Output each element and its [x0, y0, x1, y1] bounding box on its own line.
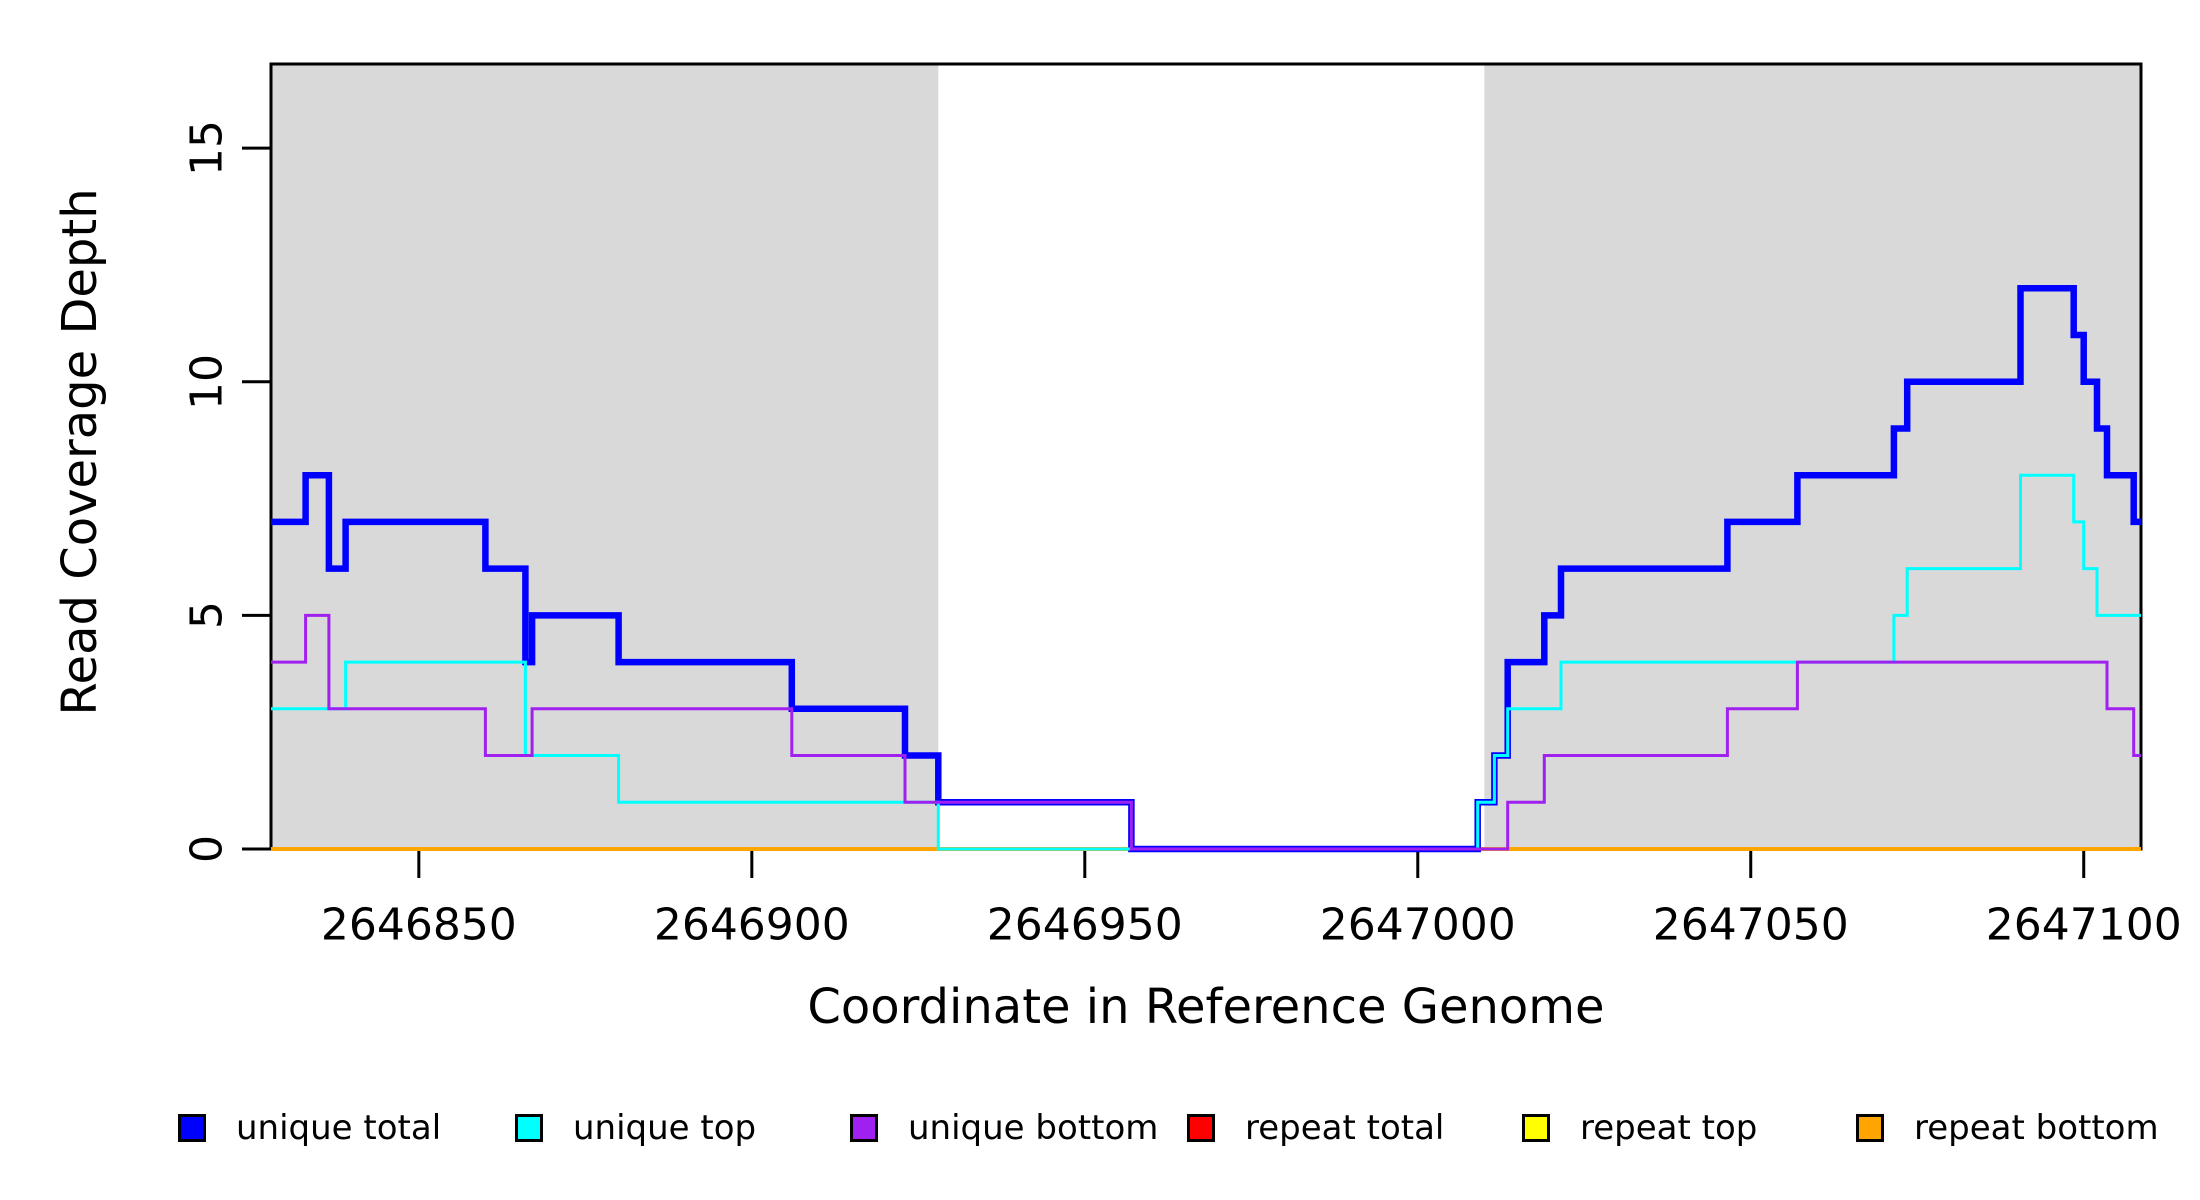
x-tick-label: 2646850 [320, 899, 517, 951]
series-unique-top [271, 473, 2141, 851]
legend-item-unique-bottom: unique bottom [850, 1108, 1158, 1148]
x-tick-label: 2647000 [1319, 899, 1516, 951]
x-tick-label: 2646900 [653, 899, 850, 951]
left-gray-band [271, 64, 939, 849]
right-gray-band [1484, 64, 2141, 849]
legend-swatch-repeat-total [1187, 1114, 1215, 1142]
legend-swatch-unique-bottom [850, 1114, 878, 1142]
legend-label: unique total [236, 1108, 442, 1148]
legend-item-repeat-top: repeat top [1522, 1108, 1757, 1148]
legend-item-repeat-total: repeat total [1187, 1108, 1444, 1148]
series-unique-bottom [271, 613, 2141, 851]
y-tick-label: 10 [181, 353, 233, 410]
legend-label: unique top [573, 1108, 757, 1148]
legend-item-repeat-bottom: repeat bottom [1856, 1108, 2159, 1148]
legend-swatch-repeat-top [1522, 1114, 1550, 1142]
y-tick-label: 15 [181, 120, 233, 177]
legend-swatch-unique-total [178, 1114, 206, 1142]
y-axis-title: Read Coverage Depth [52, 188, 108, 716]
y-tick-label: 0 [181, 835, 233, 863]
legend-swatch-repeat-bottom [1856, 1114, 1884, 1142]
legend-label: repeat bottom [1914, 1108, 2159, 1148]
x-axis-title: Coordinate in Reference Genome [807, 979, 1605, 1035]
legend-label: repeat total [1245, 1108, 1445, 1148]
x-tick-label: 2646950 [986, 899, 1183, 951]
legend-label: repeat top [1580, 1108, 1758, 1148]
x-tick-label: 2647050 [1652, 899, 1849, 951]
legend-item-unique-top: unique top [515, 1108, 756, 1148]
y-tick-label: 5 [181, 601, 233, 630]
legend-label: unique bottom [908, 1108, 1159, 1148]
legend-swatch-unique-top [515, 1114, 543, 1142]
legend-item-unique-total: unique total [178, 1108, 441, 1148]
x-tick-label: 2647100 [1985, 899, 2182, 951]
